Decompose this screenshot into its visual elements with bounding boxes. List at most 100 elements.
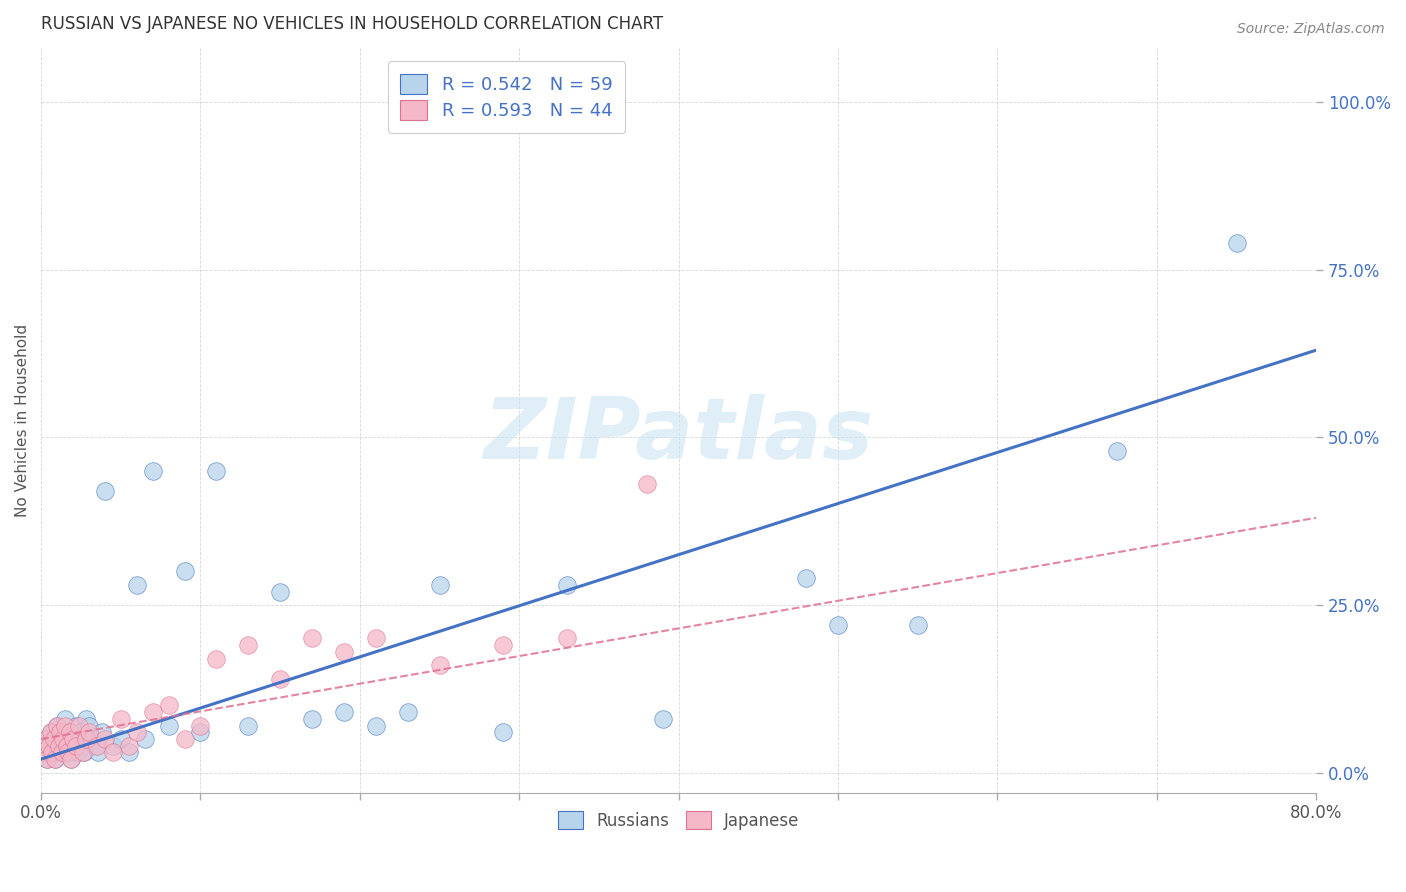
Point [94, 731, 117, 746]
Point [48, 739, 70, 753]
Point [238, 718, 260, 732]
Text: Source: ZipAtlas.com: Source: ZipAtlas.com [1237, 22, 1385, 37]
Point [60, 752, 83, 766]
Point [205, 651, 228, 665]
Point [134, 731, 156, 746]
Point [53, 712, 76, 726]
Y-axis label: No Vehicles in Household: No Vehicles in Household [15, 324, 30, 517]
Point [39, 725, 62, 739]
Text: ZIPatlas: ZIPatlas [484, 394, 873, 477]
Point [65, 739, 87, 753]
Point [429, 658, 451, 673]
Point [84, 739, 107, 753]
Point [44, 752, 66, 766]
Point [333, 705, 356, 719]
Point [1225, 235, 1247, 250]
Point [53, 718, 76, 732]
Point [157, 698, 180, 713]
Point [58, 746, 80, 760]
Legend: Russians, Japanese: Russians, Japanese [551, 805, 806, 837]
Point [67, 718, 90, 732]
Point [555, 632, 578, 646]
Point [269, 584, 291, 599]
Point [72, 739, 94, 753]
Point [41, 746, 63, 760]
Point [42, 731, 65, 746]
Point [52, 731, 75, 746]
Point [173, 565, 195, 579]
Point [492, 638, 515, 652]
Point [794, 571, 817, 585]
Point [142, 705, 165, 719]
Point [59, 725, 82, 739]
Point [75, 712, 97, 726]
Point [48, 739, 70, 753]
Point [190, 718, 212, 732]
Point [77, 718, 100, 732]
Point [636, 477, 658, 491]
Point [492, 725, 515, 739]
Point [38, 739, 60, 753]
Point [190, 725, 212, 739]
Point [59, 725, 82, 739]
Point [67, 731, 90, 746]
Point [51, 746, 73, 760]
Point [77, 725, 100, 739]
Point [49, 725, 72, 739]
Point [35, 731, 58, 746]
Point [55, 739, 77, 753]
Point [333, 645, 356, 659]
Point [269, 672, 291, 686]
Point [125, 578, 148, 592]
Point [60, 752, 83, 766]
Point [76, 731, 98, 746]
Point [1105, 443, 1128, 458]
Point [70, 725, 93, 739]
Point [101, 746, 124, 760]
Point [157, 718, 180, 732]
Point [238, 638, 260, 652]
Point [75, 731, 97, 746]
Point [73, 746, 96, 760]
Point [41, 746, 63, 760]
Point [34, 746, 56, 760]
Point [396, 705, 419, 719]
Text: RUSSIAN VS JAPANESE NO VEHICLES IN HOUSEHOLD CORRELATION CHART: RUSSIAN VS JAPANESE NO VEHICLES IN HOUSE… [41, 15, 664, 33]
Point [66, 746, 89, 760]
Point [125, 725, 148, 739]
Point [429, 578, 451, 592]
Point [37, 752, 59, 766]
Point [555, 578, 578, 592]
Point [65, 718, 87, 732]
Point [90, 725, 112, 739]
Point [62, 731, 84, 746]
Point [58, 746, 80, 760]
Point [173, 731, 195, 746]
Point [87, 746, 110, 760]
Point [46, 718, 69, 732]
Point [52, 731, 75, 746]
Point [142, 464, 165, 478]
Point [205, 464, 228, 478]
Point [44, 752, 66, 766]
Point [49, 725, 72, 739]
Point [35, 731, 58, 746]
Point [38, 739, 60, 753]
Point [907, 618, 929, 632]
Point [34, 746, 56, 760]
Point [364, 632, 387, 646]
Point [42, 731, 65, 746]
Point [118, 746, 141, 760]
Point [46, 718, 69, 732]
Point [63, 739, 86, 753]
Point [55, 739, 77, 753]
Point [82, 731, 104, 746]
Point [301, 712, 323, 726]
Point [39, 725, 62, 739]
Point [110, 731, 132, 746]
Point [94, 483, 117, 498]
Point [651, 712, 673, 726]
Point [86, 739, 108, 753]
Point [51, 746, 73, 760]
Point [301, 632, 323, 646]
